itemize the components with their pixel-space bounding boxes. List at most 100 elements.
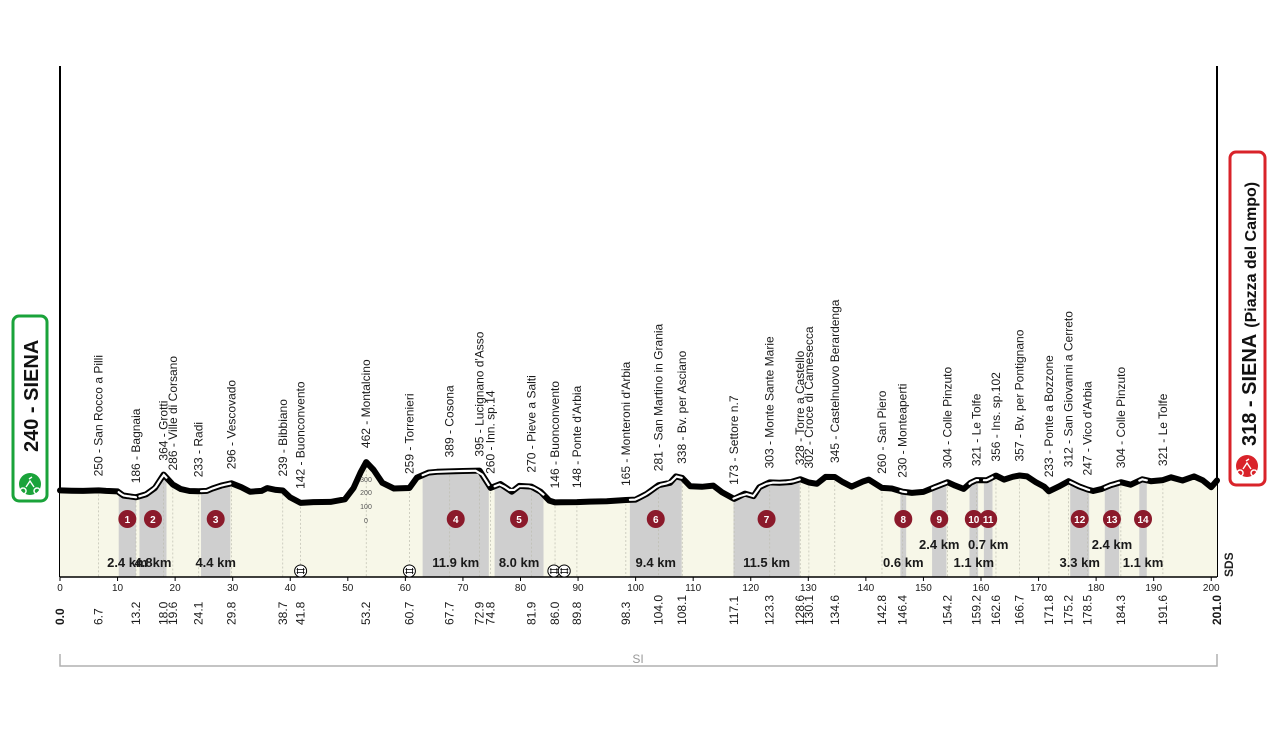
x-axis-ticks: 0 10 20 30 40 50 60 70 80 90 100 110 120 130 140 150 160…	[57, 577, 1220, 594]
waypoint-label: 395 - Lucignano d'Asso	[473, 331, 487, 456]
crossing-circle	[294, 564, 308, 578]
altitude-tick: 300	[360, 477, 372, 484]
sector-road-stripe	[1138, 478, 1148, 482]
axis-tick-label: 80	[515, 583, 527, 594]
km-label: 38.7	[276, 601, 290, 625]
altitude-scale: 300 200 100 0	[360, 477, 372, 525]
level-crossings	[294, 564, 571, 578]
altitude-tick: 0	[364, 518, 368, 525]
sector-10: 10 1.1 km	[954, 510, 994, 570]
sds-logo: SDS	[1222, 552, 1236, 577]
km-label: 175.2	[1062, 595, 1076, 625]
km-label: 29.8	[225, 601, 239, 625]
sector-length: 3.3 km	[1059, 555, 1099, 570]
sector-road-stripe	[117, 491, 138, 499]
axis-tick-label: 140	[858, 583, 875, 594]
sector-number: 14	[1137, 515, 1149, 526]
waypoint-label: 356 - Ins. sp.102	[989, 372, 1003, 462]
km-label: 123.3	[763, 595, 777, 625]
waypoint-label: 247 - Vico d'Arbia	[1081, 381, 1095, 475]
km-label: 184.3	[1114, 595, 1128, 625]
sector-6: 6 9.4 km	[636, 510, 676, 570]
waypoint-label: 148 - Ponte d'Arbia	[570, 385, 584, 488]
waypoint-label: 281 - San Martino in Grania	[652, 323, 666, 471]
sector-1: 1 2.4 km	[107, 510, 148, 570]
sector-road-stripe	[968, 479, 980, 485]
km-label: 128.6	[793, 595, 807, 625]
level-crossing-icon	[557, 564, 571, 578]
sector-number-badge	[979, 510, 998, 528]
waypoint-label: 345 - Castelnuovo Berardenga	[828, 299, 842, 463]
sector-length: 4.4 km	[195, 555, 235, 570]
cyclist-icon	[19, 473, 41, 495]
sector-11: 11 0.7 km	[968, 510, 1008, 552]
sector-number: 13	[1106, 515, 1118, 526]
sector-number-badge	[510, 510, 529, 528]
waypoint-label: 233 - Ponte a Bozzone	[1042, 355, 1056, 477]
crossing-circle	[557, 564, 571, 578]
km-label: 53.2	[359, 601, 373, 625]
waypoint-label: 338 - Bv. per Asciano	[675, 350, 689, 464]
waypoint-label: 142 - Buonconvento	[294, 381, 308, 489]
waypoint-label: 146 - Buonconvento	[548, 381, 562, 489]
sector-length: 8.0 km	[499, 555, 539, 570]
sector-number-badge	[757, 510, 776, 528]
waypoint-label: 328 - Torre a Castello	[793, 350, 807, 465]
sector-number: 1	[125, 515, 131, 526]
waypoint-label: 312 - San Giovanni a Cerreto	[1062, 311, 1076, 467]
waypoint-label: 321 - Le Tolfe	[969, 393, 983, 466]
altitude-tick: 100	[360, 504, 372, 511]
waypoint-label: 304 - Colle Pinzuto	[1114, 366, 1128, 468]
sector-number-badge	[1070, 510, 1089, 528]
sector-number: 8	[901, 515, 907, 526]
sector-road-stripe	[138, 473, 168, 498]
sector-number-badge	[206, 510, 225, 528]
sector-road-stripe	[982, 476, 994, 482]
waypoint-label: 364 - Grotti	[157, 401, 171, 461]
waypoint-label: 173 - Settore n.7	[727, 395, 741, 485]
sector-9: 9 2.4 km	[919, 510, 960, 552]
sector-number: 7	[764, 515, 770, 526]
sector-number: 6	[653, 515, 659, 526]
finish-label: 318 - SIENA(Piazza del Campo)	[1239, 182, 1261, 446]
km-label: 13.2	[129, 601, 143, 625]
sector-number: 2	[150, 515, 156, 526]
km-label: 154.2	[941, 595, 955, 625]
km-label: 86.0	[548, 601, 562, 625]
waypoint-label: 230 - Monteaperti	[896, 384, 910, 478]
axis-tick-label: 50	[342, 583, 354, 594]
sector-length: 11.5 km	[743, 555, 790, 570]
altitude-tick: 200	[360, 490, 372, 497]
sector-length: 4.8km	[135, 555, 172, 570]
axis-tick-label: 160	[973, 583, 990, 594]
sector-12: 12 3.3 km	[1059, 510, 1100, 570]
sector-road-stripe	[199, 482, 232, 493]
axis-tick-label: 90	[572, 583, 584, 594]
level-crossing-icon	[294, 564, 308, 578]
waypoint-label: 389 - Cosona	[443, 385, 457, 457]
axis-tick-label: 20	[170, 583, 182, 594]
waypoint-label: 260 - Inn. sp.14	[484, 390, 498, 474]
sector-number-badge	[894, 510, 913, 528]
sector-number: 3	[213, 515, 219, 526]
sector-number-badge	[1102, 510, 1121, 528]
profile-line-layer	[57, 459, 1220, 506]
sector-7: 7 11.5 km	[743, 510, 790, 570]
km-label: 142.8	[875, 595, 889, 625]
km-label: 6.7	[92, 608, 106, 625]
km-label: 98.3	[619, 601, 633, 625]
sector-length: 1.1 km	[954, 555, 994, 570]
axis-tick-label: 60	[400, 583, 412, 594]
cyclist-glyph	[1236, 458, 1258, 477]
waypoint-lines	[98, 462, 1164, 577]
sector-number-badge	[964, 510, 983, 528]
km-label: 18.0	[157, 601, 171, 625]
axis-tick-label: 70	[457, 583, 469, 594]
sector-number: 4	[453, 515, 459, 526]
sector-band	[201, 483, 231, 577]
waypoint-label: 286 - Ville di Corsano	[166, 356, 180, 471]
start-label: 240 - SIENA	[21, 340, 43, 452]
crossing-circle	[402, 564, 416, 578]
sector-length: 11.9 km	[432, 555, 479, 570]
